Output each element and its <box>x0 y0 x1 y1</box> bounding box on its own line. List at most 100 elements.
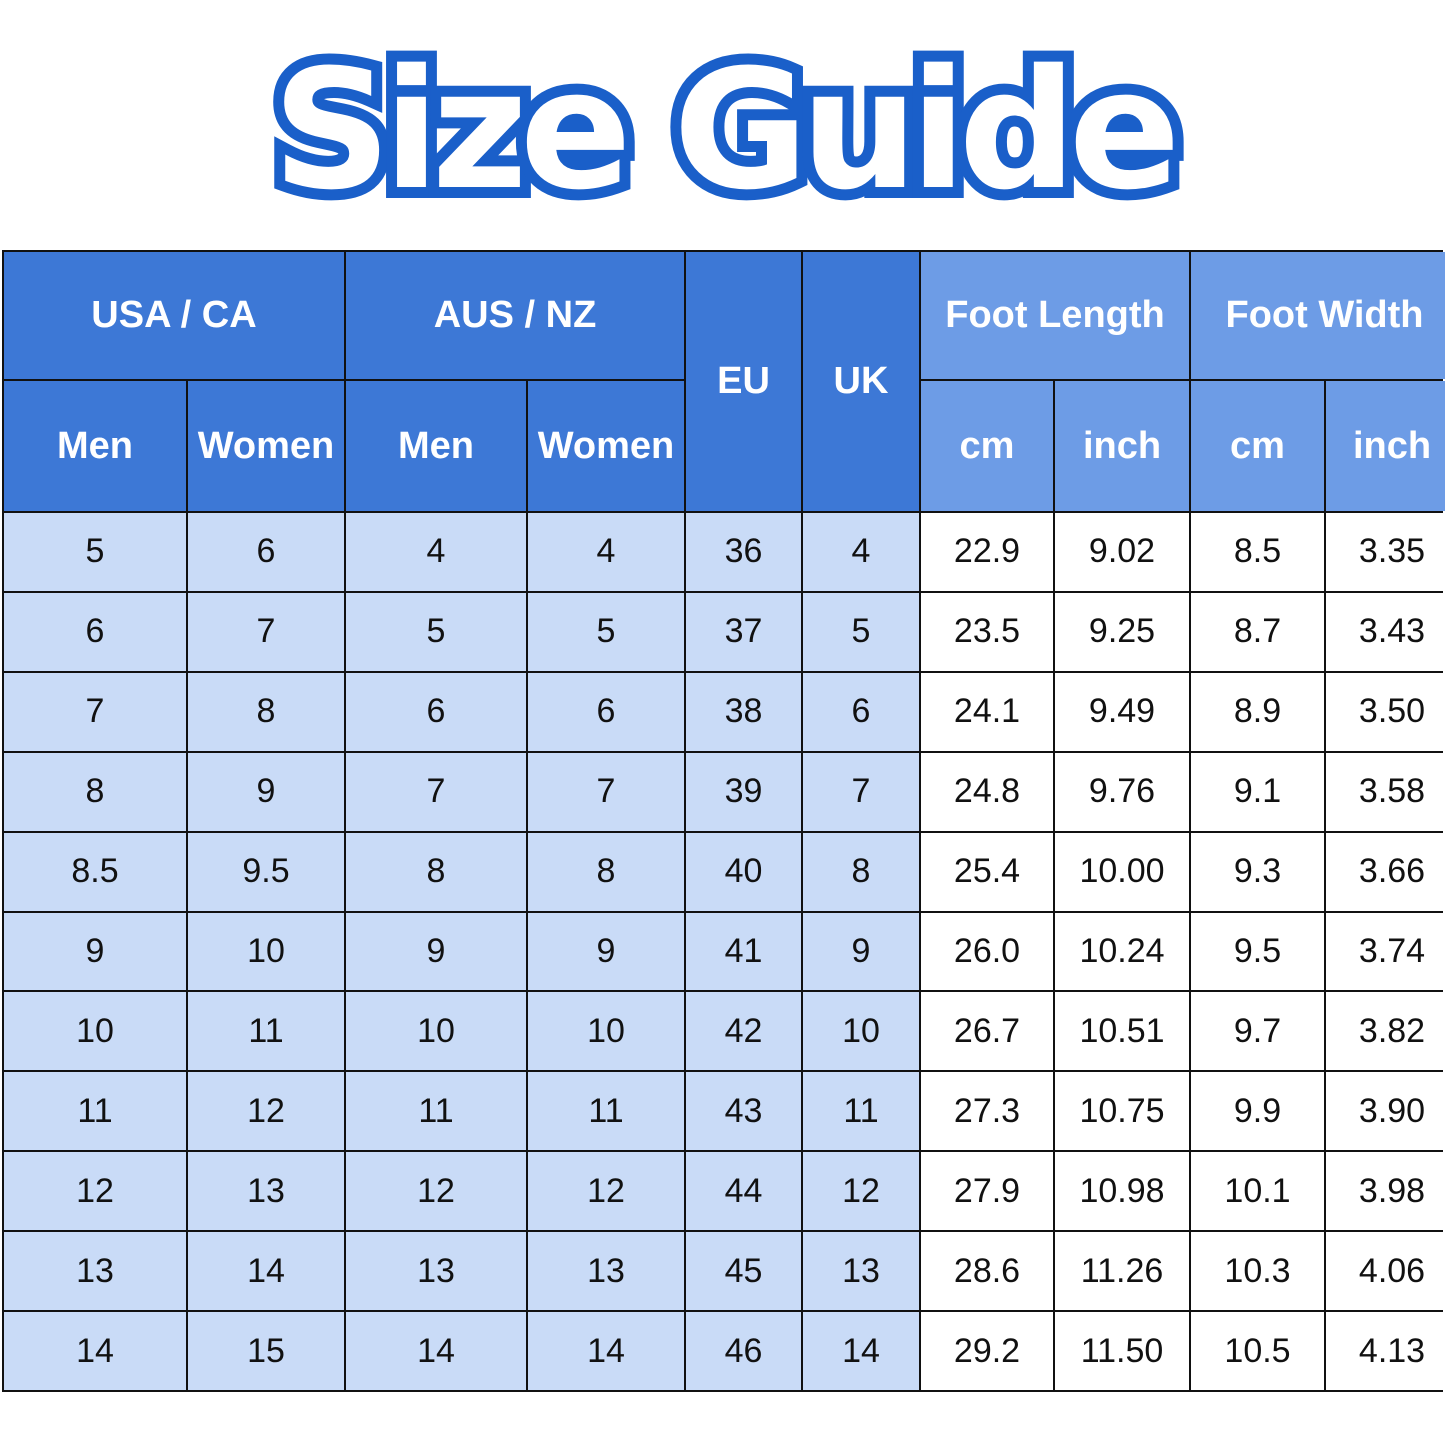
table-cell: 9 <box>803 912 919 991</box>
table-cell: 42 <box>686 992 801 1071</box>
table-cell: 3.43 <box>1326 592 1445 671</box>
table-cell: 9.76 <box>1055 752 1189 831</box>
table-cell: 44 <box>686 1152 801 1231</box>
table-cell: 14 <box>346 1312 526 1390</box>
table-cell: 8 <box>188 672 344 751</box>
subheader-inch: inch <box>1055 381 1189 511</box>
table-cell: 9.9 <box>1191 1072 1324 1151</box>
table-cell: 12 <box>528 1152 684 1231</box>
table-cell: 9.02 <box>1055 513 1189 591</box>
header-eu: EU <box>686 252 801 511</box>
table-cell: 24.8 <box>921 752 1053 831</box>
table-cell: 46 <box>686 1312 801 1390</box>
table-cell: 10 <box>528 992 684 1071</box>
table-cell: 9 <box>346 912 526 991</box>
table-cell: 14 <box>4 1312 186 1390</box>
table-cell: 4.06 <box>1326 1232 1445 1311</box>
table-cell: 9 <box>188 752 344 831</box>
table-cell: 10 <box>803 992 919 1071</box>
table-cell: 3.90 <box>1326 1072 1445 1151</box>
subheader-women: Women <box>188 381 344 511</box>
table-cell: 9.25 <box>1055 592 1189 671</box>
table-cell: 12 <box>188 1072 344 1151</box>
table-cell: 3.58 <box>1326 752 1445 831</box>
table-cell: 10 <box>4 992 186 1071</box>
table-cell: 8.5 <box>1191 513 1324 591</box>
table-cell: 28.6 <box>921 1232 1053 1311</box>
table-cell: 7 <box>188 592 344 671</box>
page-title: Size Guide <box>261 23 1191 237</box>
table-cell: 9.5 <box>1191 912 1324 991</box>
table-cell: 6 <box>4 592 186 671</box>
table-cell: 3.66 <box>1326 832 1445 911</box>
table-cell: 4 <box>803 513 919 591</box>
table-cell: 5 <box>528 592 684 671</box>
table-cell: 13 <box>528 1232 684 1311</box>
table-cell: 14 <box>803 1312 919 1390</box>
table-cell: 10 <box>346 992 526 1071</box>
table-cell: 6 <box>188 513 344 591</box>
table-cell: 11.26 <box>1055 1232 1189 1311</box>
table-cell: 11 <box>346 1072 526 1151</box>
table-cell: 10.1 <box>1191 1152 1324 1231</box>
table-cell: 9.5 <box>188 832 344 911</box>
table-cell: 7 <box>346 752 526 831</box>
table-cell: 8 <box>803 832 919 911</box>
table-cell: 11 <box>528 1072 684 1151</box>
table-cell: 3.82 <box>1326 992 1445 1071</box>
table-cell: 10 <box>188 912 344 991</box>
header-aus-nz: AUS / NZ <box>346 252 684 379</box>
table-cell: 29.2 <box>921 1312 1053 1390</box>
table-cell: 26.0 <box>921 912 1053 991</box>
table-cell: 23.5 <box>921 592 1053 671</box>
table-cell: 11 <box>803 1072 919 1151</box>
table-cell: 5 <box>4 513 186 591</box>
table-cell: 12 <box>803 1152 919 1231</box>
table-cell: 10.24 <box>1055 912 1189 991</box>
table-cell: 5 <box>346 592 526 671</box>
table-cell: 27.9 <box>921 1152 1053 1231</box>
table-cell: 8 <box>4 752 186 831</box>
table-cell: 10.00 <box>1055 832 1189 911</box>
table-cell: 4 <box>528 513 684 591</box>
table-cell: 9.3 <box>1191 832 1324 911</box>
table-cell: 10.75 <box>1055 1072 1189 1151</box>
table-cell: 12 <box>4 1152 186 1231</box>
subheader-cm: cm <box>921 381 1053 511</box>
table-cell: 26.7 <box>921 992 1053 1071</box>
table-cell: 8 <box>346 832 526 911</box>
size-table: USA / CA AUS / NZ EU UK Foot Length Foot… <box>2 250 1445 1392</box>
subheader-cm: cm <box>1191 381 1324 511</box>
table-cell: 40 <box>686 832 801 911</box>
table-cell: 3.74 <box>1326 912 1445 991</box>
table-cell: 14 <box>528 1312 684 1390</box>
table-cell: 11 <box>4 1072 186 1151</box>
table-cell: 13 <box>4 1232 186 1311</box>
table-cell: 7 <box>4 672 186 751</box>
table-cell: 3.98 <box>1326 1152 1445 1231</box>
table-cell: 13 <box>188 1152 344 1231</box>
table-cell: 9 <box>528 912 684 991</box>
table-cell: 10.3 <box>1191 1232 1324 1311</box>
table-cell: 3.50 <box>1326 672 1445 751</box>
table-cell: 43 <box>686 1072 801 1151</box>
table-cell: 27.3 <box>921 1072 1053 1151</box>
subheader-inch: inch <box>1326 381 1445 511</box>
table-cell: 6 <box>803 672 919 751</box>
table-cell: 8 <box>528 832 684 911</box>
table-cell: 13 <box>346 1232 526 1311</box>
table-cell: 6 <box>528 672 684 751</box>
table-cell: 12 <box>346 1152 526 1231</box>
header-foot-length: Foot Length <box>921 252 1189 379</box>
table-cell: 25.4 <box>921 832 1053 911</box>
table-cell: 4 <box>346 513 526 591</box>
table-cell: 14 <box>188 1232 344 1311</box>
subheader-women: Women <box>528 381 684 511</box>
table-cell: 45 <box>686 1232 801 1311</box>
table-cell: 24.1 <box>921 672 1053 751</box>
table-cell: 9.7 <box>1191 992 1324 1071</box>
table-cell: 13 <box>803 1232 919 1311</box>
header-usa-ca: USA / CA <box>4 252 344 379</box>
table-cell: 36 <box>686 513 801 591</box>
table-cell: 41 <box>686 912 801 991</box>
